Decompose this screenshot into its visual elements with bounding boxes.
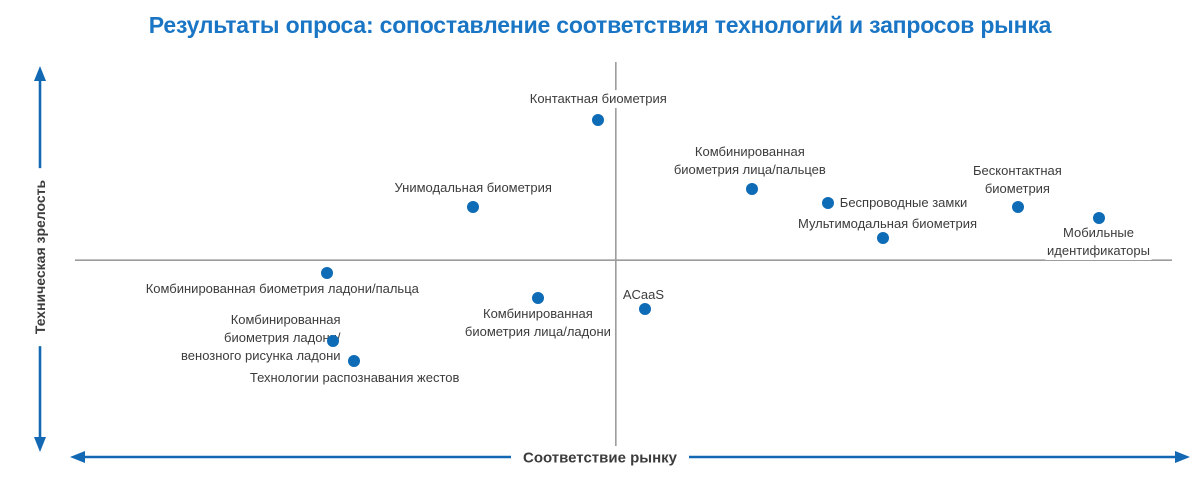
data-point xyxy=(531,292,544,305)
data-point-label: Беспроводные замки xyxy=(837,193,970,212)
chart-title: Результаты опроса: сопоставление соответ… xyxy=(148,12,1052,38)
data-point-label: ACaaS xyxy=(620,285,667,304)
data-point-label: Контактная биометрия xyxy=(527,89,669,108)
data-point xyxy=(321,266,334,279)
data-point xyxy=(1092,211,1105,224)
data-point xyxy=(877,231,890,244)
data-point xyxy=(347,355,360,368)
data-point xyxy=(592,113,605,126)
data-point-label: Технологии распознавания жестов xyxy=(247,369,462,388)
data-point-label: Бесконтактная биометрия xyxy=(971,162,1064,199)
data-point-label: Комбинированная биометрия лица/пальцев xyxy=(671,143,828,180)
data-point-label: Комбинированная биометрия ладони/пальца xyxy=(143,279,421,298)
data-point xyxy=(326,335,339,348)
data-point xyxy=(745,183,758,196)
data-point xyxy=(467,201,480,214)
y-axis-label: Техническая зрелость xyxy=(32,167,48,347)
data-point-label: Унимодальная биометрия xyxy=(392,179,554,198)
data-point-label: Мультимодальная биометрия xyxy=(795,214,979,233)
data-point xyxy=(639,302,652,315)
data-point-label: Комбинированная биометрия ладони/венозног… xyxy=(179,311,343,366)
x-axis-label: Соответствие рынку xyxy=(511,449,689,467)
data-point xyxy=(821,196,834,209)
data-point xyxy=(1012,201,1025,214)
data-point-label: Комбинированная биометрия лица/ладони xyxy=(462,305,613,342)
data-point-label: Мобильные идентификаторы xyxy=(1045,223,1152,260)
